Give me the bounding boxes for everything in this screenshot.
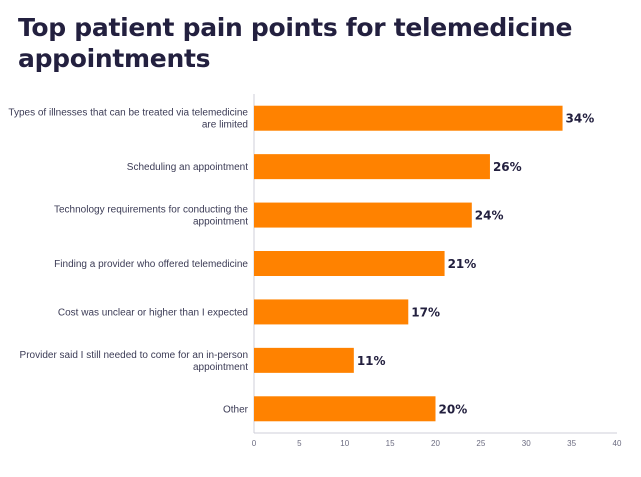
category-label: Scheduling an appointment [127, 162, 248, 173]
chart-title: Top patient pain points for telemedicine… [18, 13, 573, 73]
value-label: 21% [448, 257, 477, 271]
value-label: 24% [475, 209, 504, 223]
category-label: Other [223, 404, 249, 415]
x-tick-label: 20 [431, 439, 440, 448]
value-label: 11% [357, 354, 386, 368]
category-label: Provider said I still needed to come for… [20, 350, 249, 373]
category-label: Technology requirements for conducting t… [54, 205, 248, 228]
category-label: Finding a provider who offered telemedic… [54, 259, 248, 270]
bar [254, 154, 490, 180]
value-label: 17% [411, 305, 440, 319]
x-tick-label: 30 [522, 439, 531, 448]
x-tick-label: 35 [567, 439, 576, 448]
bar [254, 105, 563, 131]
bar [254, 251, 445, 276]
x-tick-label: 0 [252, 439, 257, 448]
category-label: Types of illnesses that can be treated v… [8, 108, 248, 131]
value-label: 34% [566, 112, 595, 126]
x-tick-label: 10 [340, 439, 349, 448]
bar [254, 347, 354, 373]
value-label: 20% [439, 402, 468, 416]
value-label: 26% [493, 160, 522, 174]
x-tick-label: 5 [297, 439, 302, 448]
category-label: Cost was unclear or higher than I expect… [58, 307, 248, 318]
bar [254, 396, 436, 422]
x-tick-label: 15 [386, 439, 395, 448]
bar [254, 299, 409, 325]
x-tick-label: 40 [613, 439, 622, 448]
bar [254, 202, 472, 228]
x-tick-label: 25 [476, 439, 485, 448]
